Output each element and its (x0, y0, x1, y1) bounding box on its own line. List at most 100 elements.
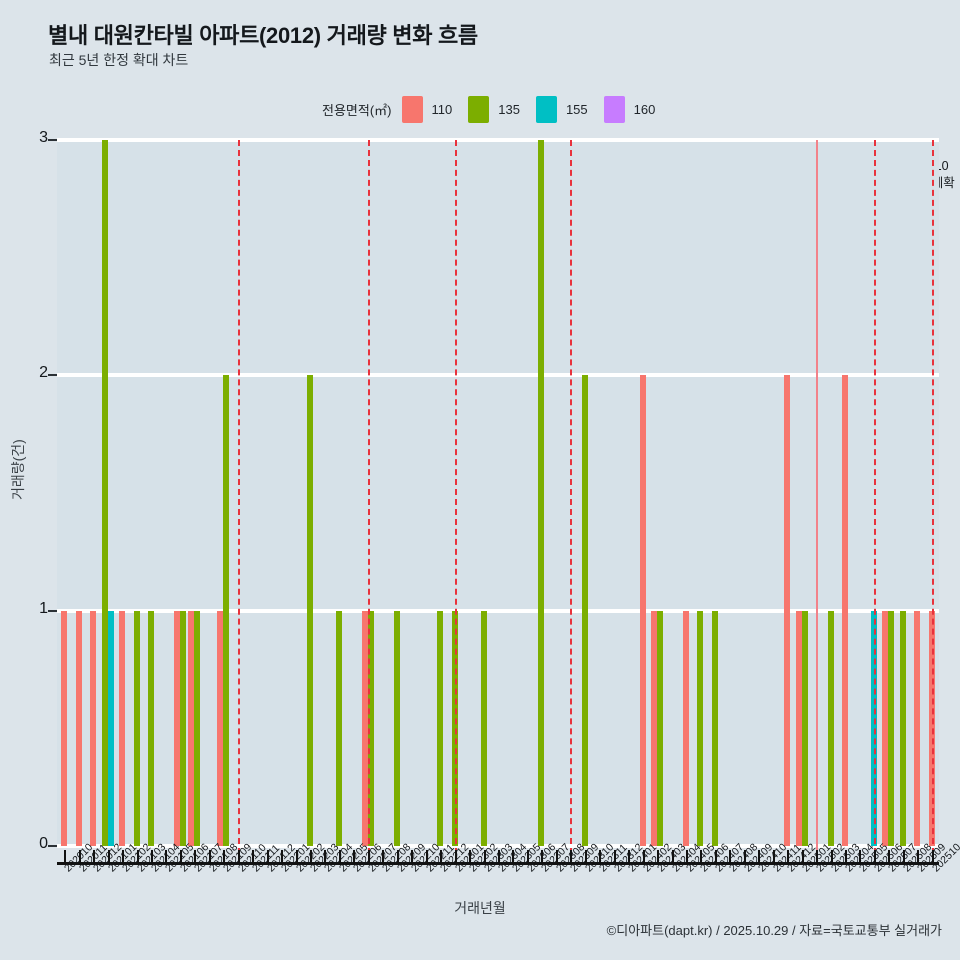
x-axis-tick-mark (194, 850, 197, 863)
bar[interactable] (697, 610, 704, 846)
bar[interactable] (367, 610, 374, 846)
bar[interactable] (801, 610, 808, 846)
x-axis-tick-mark (512, 850, 515, 863)
y-axis-tick-label: 1 (39, 599, 48, 617)
bar[interactable] (657, 610, 664, 846)
event-line (237, 140, 240, 864)
y-axis-tick-mark (48, 609, 57, 612)
bar[interactable] (179, 610, 186, 846)
legend-item[interactable]: 110 (401, 96, 453, 123)
x-axis-tick-mark (483, 850, 486, 863)
x-axis-tick-mark (772, 850, 775, 863)
x-axis-tick-mark (599, 850, 602, 863)
bar[interactable] (217, 610, 224, 846)
legend-item-label: 110 (431, 102, 453, 117)
x-axis-tick-mark (816, 850, 819, 863)
x-axis-tick-mark (570, 850, 573, 863)
x-axis-tick-mark (78, 850, 81, 863)
bar[interactable] (335, 610, 342, 846)
x-axis-tick-mark (93, 850, 96, 863)
plot-area (57, 138, 939, 864)
legend-title: 전용면적(㎡) (322, 103, 392, 118)
x-axis-tick-mark (555, 850, 558, 863)
gridline (57, 608, 939, 613)
legend-item[interactable]: 160 (603, 96, 655, 123)
y-axis-tick-label: 3 (39, 129, 48, 146)
x-axis-tick-mark (859, 850, 862, 863)
bar[interactable] (75, 610, 82, 846)
bar[interactable] (223, 375, 230, 846)
bar[interactable] (711, 610, 718, 846)
x-axis-tick-mark (64, 850, 67, 863)
x-axis-tick-mark (931, 850, 934, 863)
x-axis-tick-mark (440, 850, 443, 863)
bar[interactable] (914, 610, 921, 846)
x-axis-line (57, 862, 939, 865)
x-axis-tick-mark (353, 850, 356, 863)
x-axis-tick-mark (266, 850, 269, 863)
gridline (57, 138, 939, 142)
bar[interactable] (107, 610, 114, 846)
bar[interactable] (119, 610, 126, 846)
bar[interactable] (393, 610, 400, 846)
bar[interactable] (882, 610, 889, 846)
x-axis-tick-mark (873, 850, 876, 863)
bar[interactable] (682, 610, 689, 846)
legend-swatch (535, 96, 557, 123)
bar[interactable] (101, 140, 108, 846)
x-axis-tick-mark (613, 850, 616, 863)
x-axis-tick-mark (685, 850, 688, 863)
x-axis-tick-mark (657, 850, 660, 863)
legend-item[interactable]: 155 (535, 96, 588, 123)
bar[interactable] (795, 610, 802, 846)
bar[interactable] (147, 610, 154, 846)
bar[interactable] (651, 610, 658, 846)
x-axis-tick-mark (526, 850, 529, 863)
x-axis-tick-mark (324, 850, 327, 863)
y-axis-tick-label: 0 (39, 835, 48, 852)
x-axis-tick-mark (411, 850, 414, 863)
bar[interactable] (827, 610, 834, 846)
x-axis-tick-mark (425, 850, 428, 863)
bar[interactable] (133, 610, 140, 846)
event-line (816, 140, 819, 864)
footer-credit: ©디아파트(dapt.kr) / 2025.10.29 / 자료=국토교통부 실… (606, 923, 942, 938)
bar[interactable] (842, 375, 849, 846)
page-title: 별내 대원칸타빌 아파트(2012) 거래량 변화 흐름 (48, 23, 478, 48)
bar[interactable] (194, 610, 201, 846)
bar[interactable] (188, 610, 195, 846)
bar[interactable] (361, 610, 368, 846)
y-axis-tick-mark (48, 845, 57, 847)
x-axis-tick-mark (107, 850, 110, 863)
x-axis-tick-mark (845, 850, 848, 863)
bar[interactable] (899, 610, 906, 846)
legend-swatch (603, 96, 625, 123)
legend: 전용면적(㎡) 110 135 155 160 (322, 96, 671, 123)
y-axis-title: 거래량(건) (10, 439, 26, 500)
bar[interactable] (307, 375, 314, 846)
x-axis-tick-mark (671, 850, 674, 863)
legend-item[interactable]: 135 (468, 96, 520, 123)
x-axis-tick-mark (888, 850, 891, 863)
x-axis-tick-mark (469, 850, 472, 863)
x-axis-tick-mark (237, 850, 240, 863)
x-axis-tick-mark (295, 850, 298, 863)
bar[interactable] (61, 610, 68, 846)
bar[interactable] (784, 375, 791, 846)
bar[interactable] (480, 610, 487, 846)
x-axis-tick-mark (902, 850, 905, 863)
page-subtitle: 최근 5년 한정 확대 차트 (49, 52, 189, 68)
x-axis-tick-mark (729, 850, 732, 863)
legend-item-label: 135 (498, 102, 520, 117)
bar[interactable] (538, 140, 545, 846)
bar[interactable] (437, 610, 444, 846)
annotation-layer: '21.10.26대출규제강화'22.07DSR 3단계'23.1.3규제완화'… (0, 0, 960, 210)
legend-items: 110 135 155 160 (401, 96, 672, 123)
bar[interactable] (888, 610, 895, 846)
bar[interactable] (581, 375, 588, 846)
bar[interactable] (90, 610, 97, 846)
x-axis-tick-mark (917, 850, 920, 863)
bar[interactable] (173, 610, 180, 846)
bar[interactable] (639, 375, 646, 846)
event-line (931, 140, 934, 864)
